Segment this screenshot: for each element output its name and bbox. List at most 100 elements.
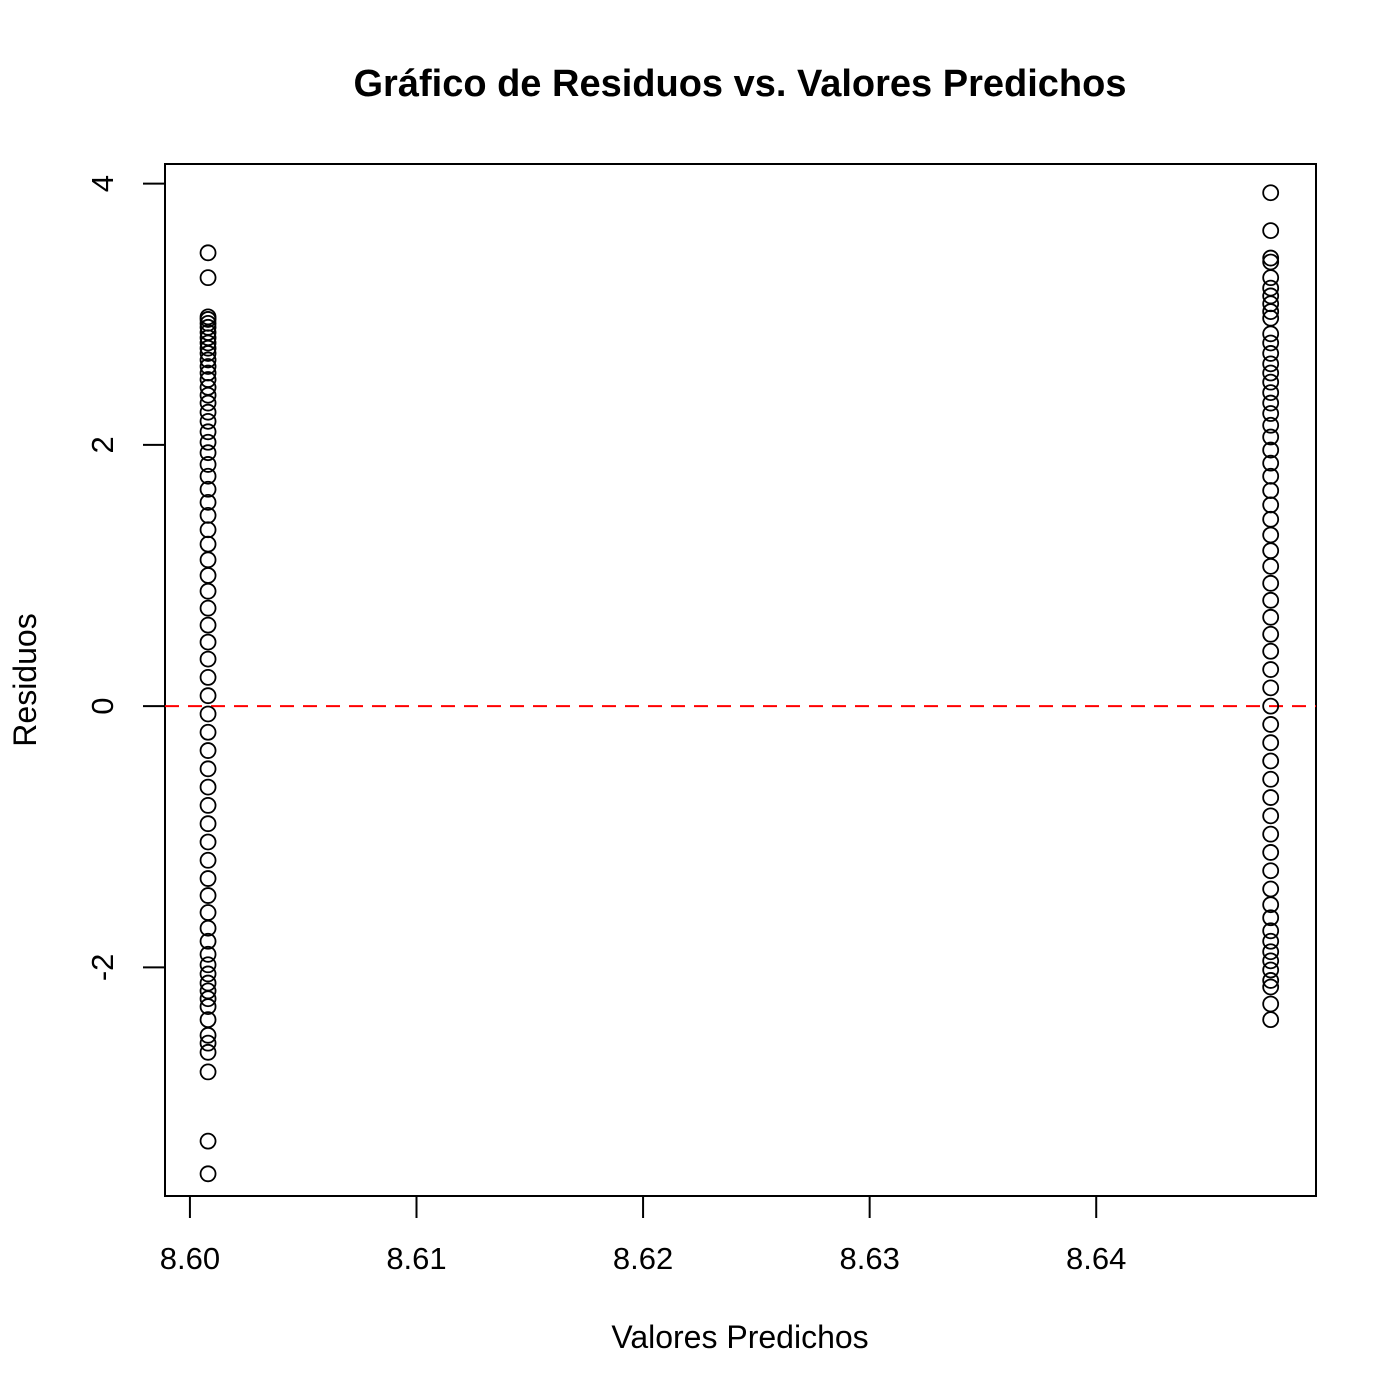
x-tick-label: 8.61 <box>386 1241 446 1276</box>
x-tick-label: 8.63 <box>839 1241 899 1276</box>
y-tick-label: -2 <box>85 954 120 982</box>
data-point <box>1262 557 1280 575</box>
data-point <box>199 945 217 963</box>
x-axis: 8.60 8.61 8.62 8.63 8.64 <box>160 1195 1126 1276</box>
data-point <box>199 956 217 974</box>
data-point <box>1262 807 1280 825</box>
data-point <box>1262 334 1280 352</box>
data-point <box>199 403 217 421</box>
data-point <box>199 851 217 869</box>
data-point <box>199 742 217 759</box>
data-point <box>199 919 217 937</box>
data-point <box>199 687 217 705</box>
data-point <box>1262 932 1280 950</box>
data-point <box>1262 978 1280 996</box>
x-tick-label: 8.62 <box>613 1241 673 1276</box>
y-tick-label: 0 <box>85 698 120 715</box>
data-point <box>199 269 217 287</box>
data-point <box>1262 416 1280 434</box>
data-point <box>199 1063 217 1081</box>
y-tick-label: 4 <box>85 175 120 192</box>
data-points <box>199 184 1280 1183</box>
data-point <box>1262 909 1280 927</box>
data-point <box>199 1026 217 1044</box>
data-point <box>199 521 217 539</box>
data-point <box>1262 972 1280 989</box>
data-point <box>199 650 217 668</box>
data-point <box>1262 880 1280 898</box>
data-point <box>199 760 217 778</box>
data-point <box>1262 384 1280 402</box>
data-point <box>1262 943 1280 961</box>
data-point <box>199 797 217 814</box>
data-point <box>1262 896 1280 914</box>
y-tick-label: 2 <box>85 436 120 453</box>
data-point <box>1262 1011 1280 1029</box>
data-point <box>199 870 217 887</box>
plot-frame <box>164 163 1317 1197</box>
x-tick-label: 8.60 <box>160 1241 220 1276</box>
chart-title: Gráfico de Residuos vs. Valores Predicho… <box>354 63 1127 105</box>
x-axis-label: Valores Predichos <box>611 1319 868 1355</box>
data-point <box>199 535 217 553</box>
data-point <box>199 551 217 569</box>
data-point <box>1262 364 1280 382</box>
data-point <box>199 311 217 328</box>
data-point <box>199 705 217 723</box>
data-point <box>1262 373 1280 391</box>
data-point <box>199 394 217 412</box>
data-point <box>1262 697 1280 715</box>
data-point <box>199 1034 217 1052</box>
data-point <box>199 480 217 498</box>
data-point <box>1262 253 1280 271</box>
data-point <box>199 582 217 600</box>
data-point <box>1262 269 1280 287</box>
data-point <box>1262 862 1280 880</box>
data-point <box>1262 496 1280 514</box>
data-point <box>1262 249 1280 267</box>
data-point <box>199 723 217 741</box>
data-point <box>1262 184 1280 202</box>
data-point <box>1262 454 1280 472</box>
data-point <box>1262 574 1280 592</box>
data-point <box>1262 355 1280 373</box>
data-point <box>1262 526 1280 544</box>
data-point <box>199 412 217 430</box>
data-point <box>1262 961 1280 979</box>
data-point <box>199 998 217 1015</box>
data-point <box>1262 716 1280 733</box>
data-point <box>1262 661 1280 678</box>
data-point <box>1262 844 1280 861</box>
data-point <box>199 1043 217 1061</box>
data-point <box>199 633 217 651</box>
data-point <box>199 444 217 462</box>
data-point <box>199 668 217 686</box>
data-point <box>199 599 217 617</box>
data-point <box>1262 303 1280 321</box>
data-point <box>1262 825 1280 843</box>
data-point <box>1262 345 1280 362</box>
data-point <box>199 244 217 262</box>
data-point <box>199 351 217 369</box>
data-point <box>199 334 217 352</box>
x-tick-label: 8.64 <box>1066 1241 1126 1276</box>
data-point <box>1262 608 1280 626</box>
data-point <box>1262 441 1280 459</box>
data-point <box>1262 394 1280 412</box>
data-point <box>199 433 217 451</box>
data-point <box>199 567 217 584</box>
data-point <box>199 887 217 904</box>
data-point <box>199 345 217 362</box>
data-point <box>199 423 217 441</box>
data-point <box>1262 405 1280 422</box>
data-point <box>199 1165 217 1183</box>
data-point <box>199 815 217 833</box>
data-point <box>1262 325 1280 343</box>
data-point <box>1262 770 1280 788</box>
data-point <box>1262 734 1280 752</box>
data-point <box>199 778 217 796</box>
data-point <box>199 616 217 634</box>
data-point <box>1262 591 1280 609</box>
data-point <box>199 904 217 921</box>
data-point <box>199 833 217 851</box>
